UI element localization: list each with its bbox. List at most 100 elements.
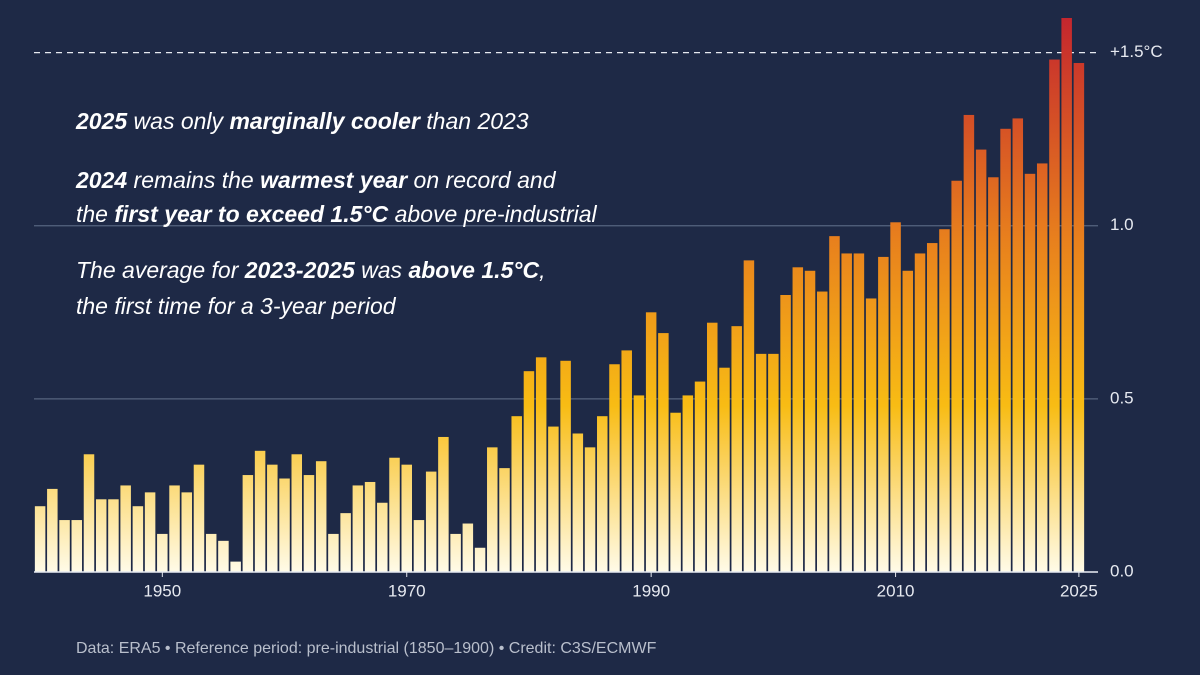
bar <box>682 395 694 572</box>
bar <box>865 298 877 572</box>
annotation-bold: 2024 <box>76 167 128 193</box>
bar <box>584 447 596 572</box>
bar <box>645 312 657 572</box>
bar <box>963 114 975 572</box>
bar <box>890 222 901 572</box>
bar <box>71 520 83 572</box>
annotation-bold: warmest year <box>260 167 408 193</box>
bar <box>83 454 95 572</box>
y-tick-label: 0.0 <box>1110 561 1134 580</box>
bar <box>132 506 144 572</box>
bar <box>621 350 632 572</box>
bar <box>523 371 535 572</box>
bar <box>926 243 938 572</box>
bar <box>254 450 266 572</box>
bar <box>413 520 425 572</box>
annotation-text: on record and <box>407 167 556 193</box>
x-tick-label: 2025 <box>1060 581 1098 600</box>
bar <box>340 513 351 572</box>
annotation-text: remains the <box>127 167 261 193</box>
bar <box>1012 118 1024 572</box>
annotation-bold: above 1.5°C <box>408 257 540 283</box>
annotation-line: the first time for a 3-year period <box>76 293 396 320</box>
bar <box>914 253 926 572</box>
bar <box>1024 173 1036 572</box>
x-tick-label: 2010 <box>877 581 915 600</box>
bar <box>425 471 437 572</box>
bar <box>878 256 889 572</box>
bar <box>988 177 999 572</box>
bar <box>315 461 327 572</box>
bar <box>719 367 730 572</box>
annotation-text: above pre-industrial <box>388 201 597 227</box>
bar <box>279 478 290 572</box>
bar <box>939 229 950 572</box>
bar <box>853 253 865 572</box>
bar <box>951 180 962 573</box>
annotation-line: The average for 2023-2025 was above 1.5°… <box>76 257 546 284</box>
bar <box>47 488 58 572</box>
x-tick-label: 1950 <box>143 581 181 600</box>
bar <box>59 520 70 572</box>
bar <box>474 547 486 572</box>
bar <box>731 326 742 572</box>
bar <box>364 481 376 572</box>
bar <box>144 492 156 572</box>
bar <box>1049 59 1060 573</box>
x-tick-label: 1970 <box>388 581 426 600</box>
bar <box>804 270 816 572</box>
footer: Data: ERA5 • Reference period: pre-indus… <box>76 640 657 657</box>
bar <box>438 436 449 572</box>
annotation-bold: 2025 <box>76 108 128 134</box>
bar <box>780 295 791 572</box>
annotation-bold: marginally cooler <box>229 108 420 134</box>
annotation-text: was only <box>127 108 230 134</box>
bar <box>572 433 584 572</box>
annotation-bold: first year to exceed 1.5°C <box>114 201 389 227</box>
bar <box>303 475 315 572</box>
bar <box>120 485 131 572</box>
bar <box>157 533 168 572</box>
bar <box>548 426 559 572</box>
bar <box>95 499 107 572</box>
bar <box>1061 18 1072 572</box>
annotation-text: than 2023 <box>419 108 529 134</box>
bar <box>181 492 193 572</box>
bar <box>1036 163 1048 573</box>
bar <box>902 270 914 572</box>
bar <box>328 533 339 572</box>
bar <box>218 540 229 572</box>
annotation-line: 2025 was only marginally cooler than 202… <box>76 108 529 135</box>
bar <box>242 475 254 572</box>
bar <box>1000 128 1011 573</box>
bar <box>205 533 217 572</box>
bar <box>743 260 755 572</box>
annotation-text: The average for <box>76 257 245 283</box>
y-tick-label: 0.5 <box>1110 388 1134 407</box>
bar <box>829 236 840 572</box>
y-tick-label: +1.5°C <box>1110 42 1163 61</box>
bar <box>768 353 779 572</box>
bar <box>511 416 522 572</box>
bar <box>352 485 364 572</box>
bar <box>499 468 510 572</box>
y-tick-label: 1.0 <box>1110 215 1134 234</box>
bar <box>707 322 718 572</box>
x-tick-label: 1990 <box>632 581 670 600</box>
bar <box>609 364 620 572</box>
bar <box>816 291 828 572</box>
bar <box>487 447 498 572</box>
bar <box>462 523 474 572</box>
bar <box>670 412 681 572</box>
bar <box>34 506 46 572</box>
bar <box>535 357 547 572</box>
bar <box>658 333 669 572</box>
annotation-text: was <box>354 257 409 283</box>
bar <box>597 416 608 572</box>
bar <box>291 454 303 572</box>
bar <box>193 464 205 572</box>
bar <box>230 561 241 572</box>
annotation-bold: 2023-2025 <box>244 257 355 283</box>
bar <box>389 457 400 572</box>
